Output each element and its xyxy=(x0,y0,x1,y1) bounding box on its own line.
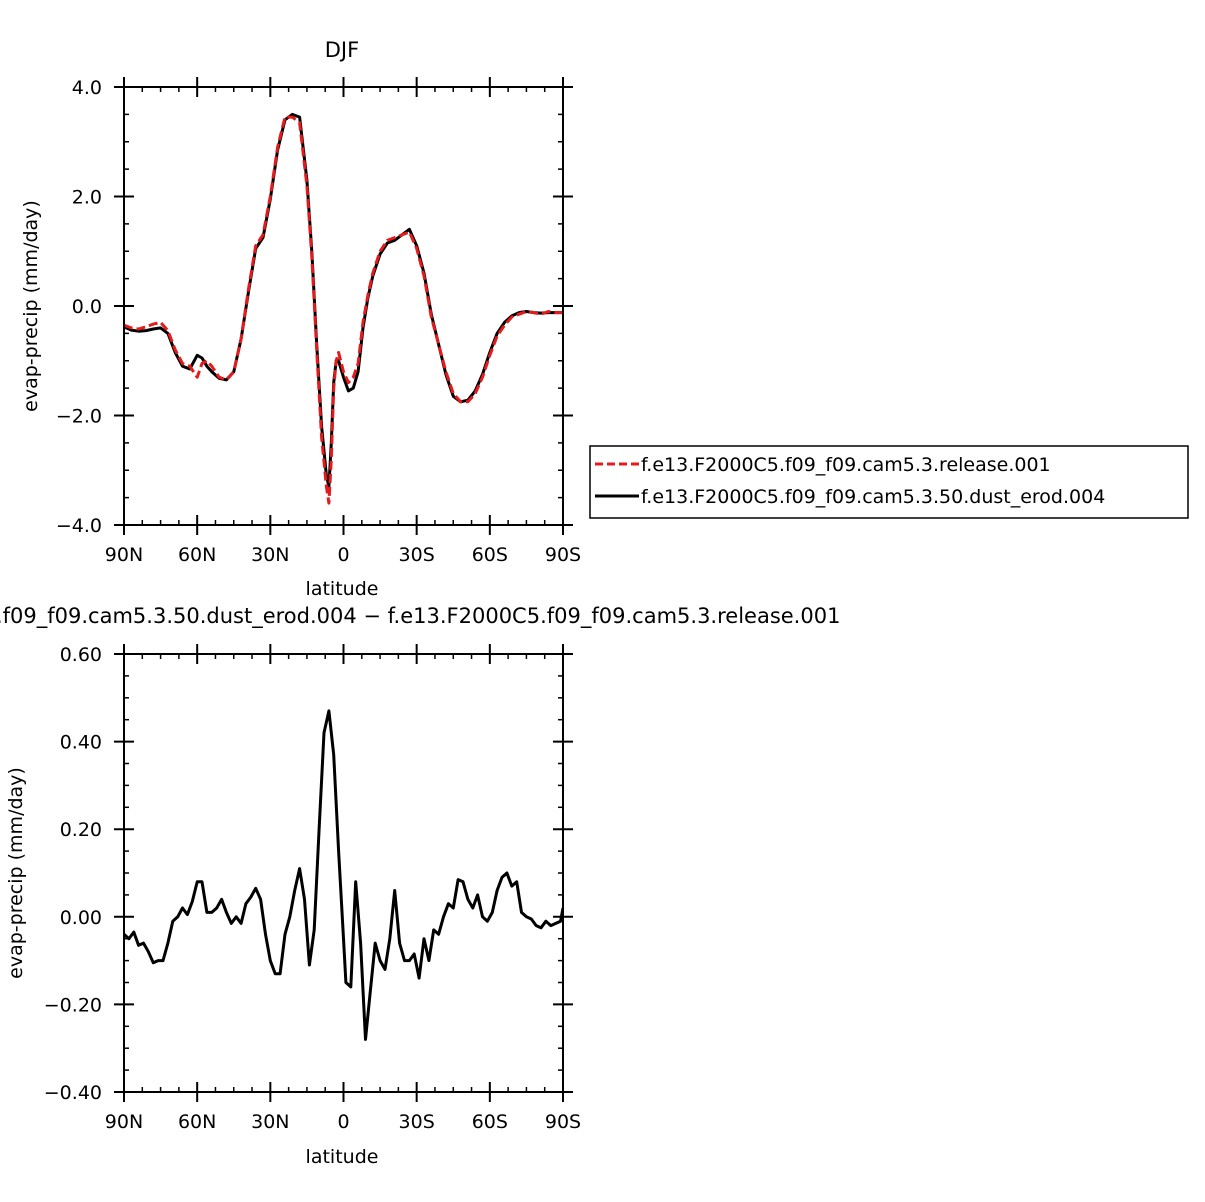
x-tick-label: 60N xyxy=(178,544,216,566)
plot-frame xyxy=(123,653,564,1093)
x-tick-label: 0 xyxy=(337,1111,349,1133)
y-tick-label: 0.00 xyxy=(60,907,102,929)
legend: f.e13.F2000C5.f09_f09.cam5.3.release.001… xyxy=(589,445,1189,519)
y-tick-label: −2.0 xyxy=(56,406,102,428)
bottom-panel-x-axis-title: latitude xyxy=(306,1146,379,1168)
y-tick-label: −4.0 xyxy=(56,515,102,537)
x-tick-label: 60S xyxy=(472,1111,508,1133)
y-tick-label: 4.0 xyxy=(72,77,102,99)
x-tick-label: 90S xyxy=(545,544,581,566)
y-tick-label: 0.40 xyxy=(60,732,102,754)
legend-label-release: f.e13.F2000C5.f09_f09.cam5.3.release.001 xyxy=(641,454,1051,476)
series-line-0 xyxy=(124,709,563,1041)
x-tick-label: 30N xyxy=(251,1111,289,1133)
bottom-panel-title: f.e13.F2000C5.f09_f09.cam5.3.50.dust_ero… xyxy=(0,604,840,629)
top-panel-y-axis-title: evap-precip (mm/day) xyxy=(20,200,42,412)
x-tick-label: 0 xyxy=(337,544,349,566)
top-panel-title: DJF xyxy=(325,38,359,62)
x-tick-label: 30S xyxy=(399,544,435,566)
y-tick-label: 0.0 xyxy=(72,296,102,318)
top-panel-plot-area: 90N 60N 30N 0 30S 60S 90S −4.0 −2.0 0.0 2.0 4.0 xyxy=(56,77,581,566)
plot-frame xyxy=(123,86,564,526)
top-panel: DJF 90N 60N 30N 0 30S 60S 90S −4.0 −2.0 0.0 2.0 4.0… xyxy=(20,38,1189,600)
bottom-panel: f.e13.F2000C5.f09_f09.cam5.3.50.dust_ero… xyxy=(0,604,840,1168)
x-tick-label: 90S xyxy=(545,1111,581,1133)
legend-label-dust-erod: f.e13.F2000C5.f09_f09.cam5.3.50.dust_ero… xyxy=(641,486,1105,508)
x-tick-label: 30N xyxy=(251,544,289,566)
bottom-panel-y-axis-title: evap-precip (mm/day) xyxy=(5,767,27,979)
x-tick-label: 60S xyxy=(472,544,508,566)
x-tick-label: 30S xyxy=(399,1111,435,1133)
top-panel-x-axis-title: latitude xyxy=(306,578,379,600)
y-tick-label: −0.20 xyxy=(44,994,102,1016)
x-tick-label: 60N xyxy=(178,1111,216,1133)
x-tick-label: 90N xyxy=(105,544,143,566)
y-tick-label: 2.0 xyxy=(72,187,102,209)
legend-box xyxy=(589,445,1189,519)
y-tick-label: 0.20 xyxy=(60,819,102,841)
series-line-0 xyxy=(124,115,563,505)
y-tick-label: −0.40 xyxy=(44,1082,102,1104)
bottom-panel-plot-area: 90N 60N 30N 0 30S 60S 90S −0.40 −0.20 0.00 0.20 0.4… xyxy=(44,644,581,1133)
x-tick-label: 90N xyxy=(105,1111,143,1133)
y-tick-label: 0.60 xyxy=(60,644,102,666)
series-line-1 xyxy=(124,112,563,489)
